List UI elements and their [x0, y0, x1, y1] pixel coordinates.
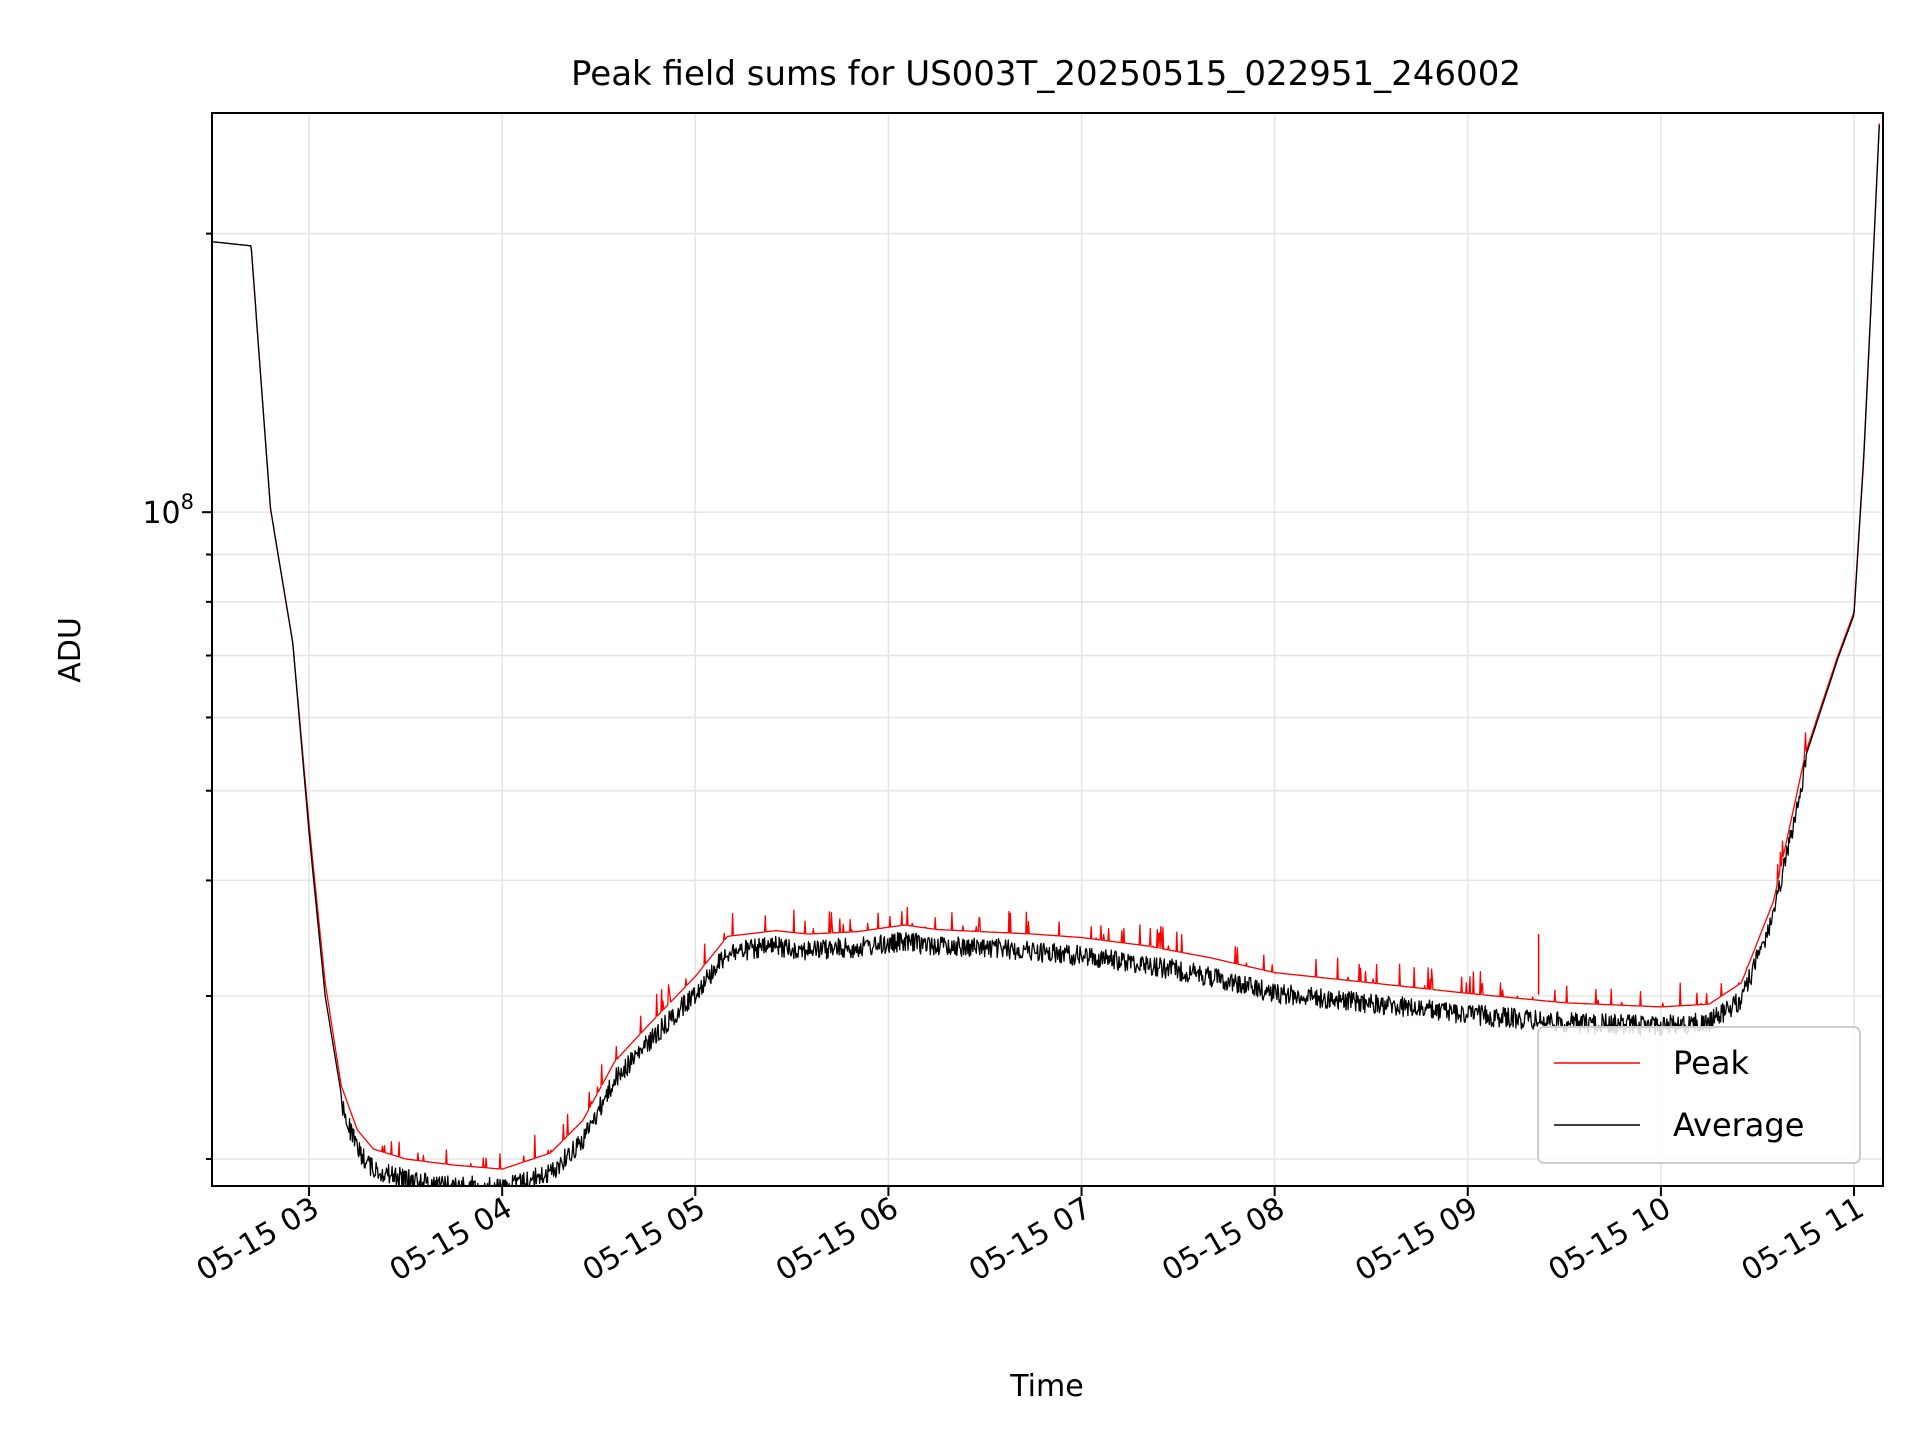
legend-label-average: Average	[1673, 1106, 1804, 1144]
plot-frame	[211, 112, 1884, 1187]
x-tick-label: 05-15 06	[770, 1191, 904, 1289]
y-tick-label-exponent: 8	[181, 490, 194, 514]
x-tick-label: 05-15 09	[1349, 1191, 1483, 1289]
x-tick-label: 05-15 11	[1736, 1191, 1870, 1289]
x-axis-label: Time	[1009, 1369, 1083, 1404]
x-tick-label: 05-15 03	[191, 1191, 325, 1289]
x-axis: 05-15 03 05-15 04 05-15 05 05-15 06 05-15 07…	[191, 1186, 1870, 1288]
x-tick-label: 05-15 10	[1543, 1191, 1677, 1289]
legend-box	[1537, 1026, 1861, 1164]
y-axis: 108	[142, 232, 212, 1160]
y-tick-label: 108	[142, 490, 194, 531]
x-tick-label: 05-15 05	[577, 1191, 711, 1289]
y-tick-label-base: 10	[142, 496, 180, 531]
y-axis-label: ADU	[53, 617, 88, 683]
legend: Peak Average	[1537, 1026, 1861, 1164]
x-tick-label: 05-15 07	[963, 1191, 1097, 1289]
legend-label-peak: Peak	[1673, 1044, 1749, 1082]
x-tick-label: 05-15 04	[384, 1191, 518, 1289]
grid	[212, 113, 1883, 1186]
chart-title: Peak field sums for US003T_20250515_0229…	[571, 54, 1521, 94]
x-tick-label: 05-15 08	[1156, 1191, 1290, 1289]
series-line-peak	[212, 123, 1880, 1170]
